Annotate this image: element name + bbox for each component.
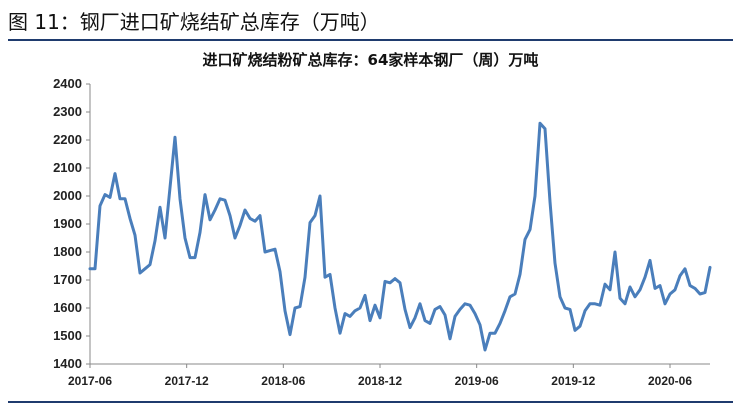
x-tick-label: 2019-06 [455, 374, 499, 388]
x-tick-label: 2018-06 [261, 374, 305, 388]
bottom-rule [8, 401, 733, 403]
x-tick-label: 2018-12 [358, 374, 402, 388]
y-tick-label: 1400 [53, 356, 82, 371]
y-tick-label: 2100 [53, 160, 82, 175]
figure-title: 图 11：钢厂进口矿烧结矿总库存（万吨） [8, 10, 380, 34]
y-tick-label: 2400 [53, 76, 82, 91]
axes [86, 83, 710, 368]
x-tick-label: 2017-12 [165, 374, 209, 388]
x-tick-label: 2019-12 [551, 374, 595, 388]
x-tick-label: 2020-06 [648, 374, 692, 388]
series-group [88, 121, 712, 352]
top-rule [8, 39, 733, 41]
y-tick-label: 2000 [53, 188, 82, 203]
chart-title: 进口矿烧结粉矿总库存：64家样本钢厂（周）万吨 [202, 51, 539, 69]
series-line [88, 121, 712, 352]
x-tick-labels: 2017-06 2017-12 2018-06 2018-12 2019-06 2019-… [68, 374, 692, 388]
y-tick-label: 1900 [53, 216, 82, 231]
y-tick-labels: 1400 1500 1600 1700 1800 1900 2000 2100 2200 2300… [53, 76, 82, 371]
y-tick-label: 1500 [53, 328, 82, 343]
y-tick-label: 1800 [53, 244, 82, 259]
y-tick-label: 2200 [53, 132, 82, 147]
y-tick-label: 1700 [53, 272, 82, 287]
y-tick-label: 1600 [53, 300, 82, 315]
x-tick-label: 2017-06 [68, 374, 112, 388]
y-tick-label: 2300 [53, 104, 82, 119]
